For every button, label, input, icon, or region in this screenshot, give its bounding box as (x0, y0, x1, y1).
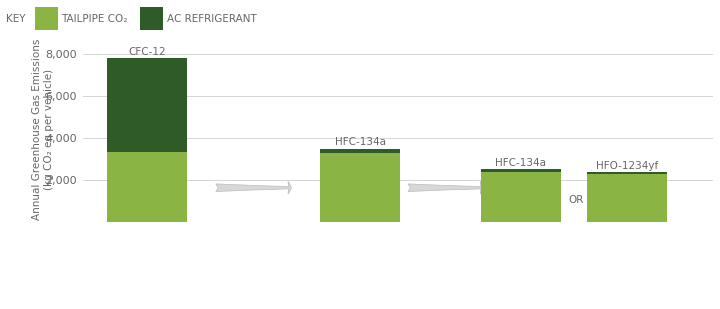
Text: 1990: 1990 (131, 248, 163, 261)
Y-axis label: Annual Greenhouse Gas Emissions
(kg CO₂ eq per vehicle): Annual Greenhouse Gas Emissions (kg CO₂ … (32, 39, 54, 220)
Bar (588, 174, 667, 222)
Text: HFC-134a: HFC-134a (335, 138, 386, 147)
Bar (320, 153, 400, 222)
Text: KEY: KEY (6, 14, 25, 23)
Bar (588, 172, 667, 174)
Bar (480, 172, 561, 222)
Bar (107, 152, 187, 222)
Text: OR: OR (568, 195, 584, 205)
Text: 2016: 2016 (558, 248, 590, 261)
Bar (35, 7, 58, 30)
Text: CFC-12: CFC-12 (128, 47, 166, 57)
Text: HFO-1234yf: HFO-1234yf (596, 161, 659, 171)
Bar (320, 149, 400, 153)
Bar (107, 58, 187, 152)
Text: TAILPIPE CO₂: TAILPIPE CO₂ (61, 14, 127, 23)
Text: AC REFRIGERANT: AC REFRIGERANT (167, 14, 257, 23)
Text: HFC-134a: HFC-134a (495, 158, 546, 168)
Bar (480, 169, 561, 172)
Text: 2010: 2010 (345, 248, 377, 261)
Bar (140, 7, 163, 30)
